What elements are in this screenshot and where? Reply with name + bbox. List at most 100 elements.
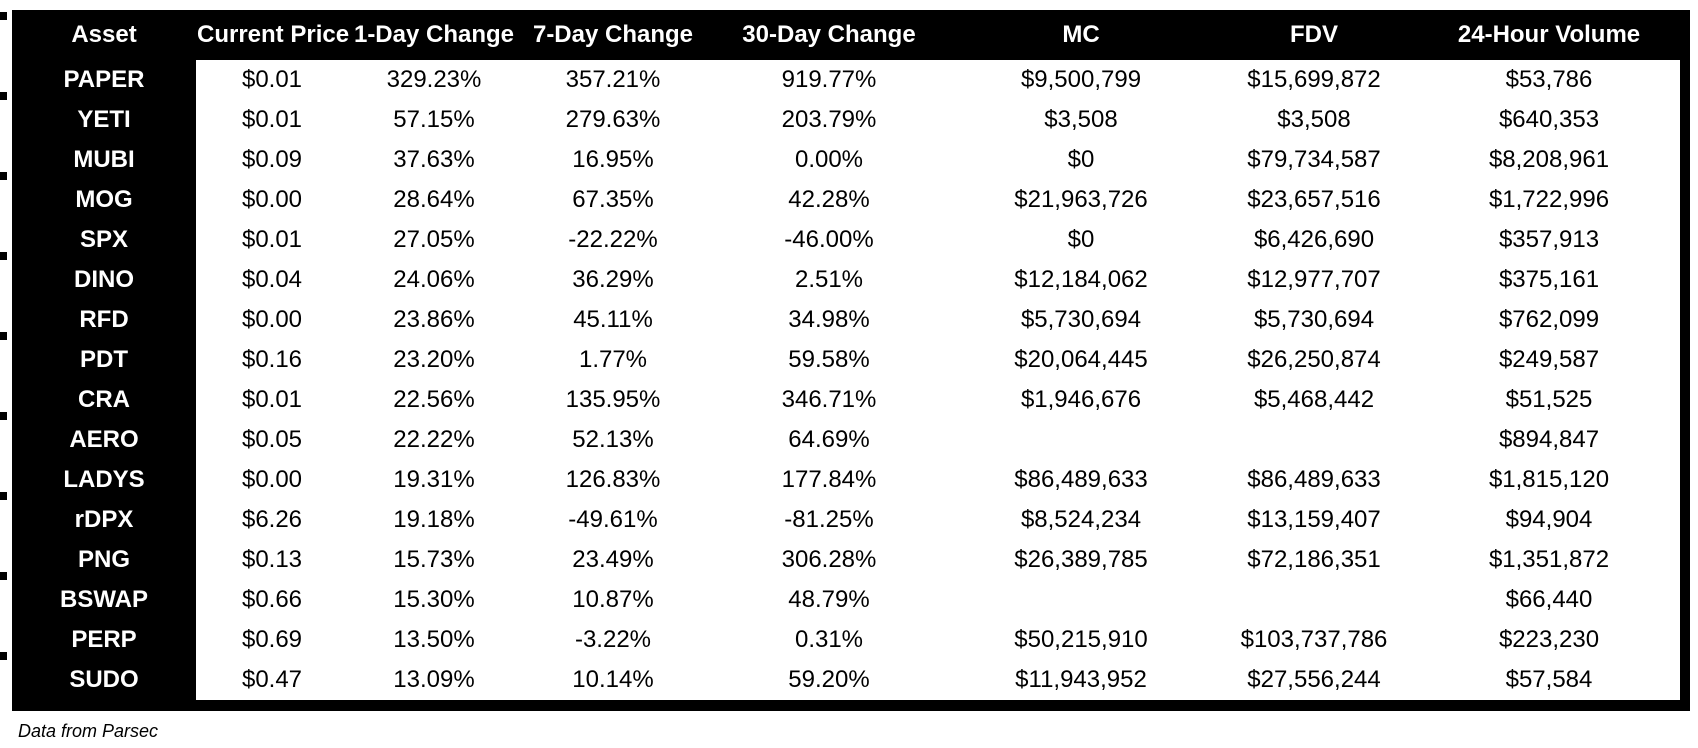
cell-24-hour-volume: $1,722,996 bbox=[1418, 180, 1680, 220]
cell-1-day-change: 23.86% bbox=[348, 300, 520, 340]
cell-current-price: $0.13 bbox=[196, 540, 348, 580]
cell-fdv bbox=[1210, 420, 1418, 460]
table-row: CRA $0.01 22.56% 135.95% 346.71% $1,946,676 $5… bbox=[12, 380, 1680, 420]
cell-24-hour-volume: $640,353 bbox=[1418, 100, 1680, 140]
table-row: DINO $0.04 24.06% 36.29% 2.51% $12,184,062 $12… bbox=[12, 260, 1680, 300]
cell-current-price: $0.00 bbox=[196, 180, 348, 220]
cell-7-day-change: 126.83% bbox=[520, 460, 706, 500]
table-row: rDPX $6.26 19.18% -49.61% -81.25% $8,524,234 $… bbox=[12, 500, 1680, 540]
table-row: SPX $0.01 27.05% -22.22% -46.00% $0 $6,426,690… bbox=[12, 220, 1680, 260]
cell-7-day-change: -3.22% bbox=[520, 620, 706, 660]
cell-fdv: $5,730,694 bbox=[1210, 300, 1418, 340]
cell-1-day-change: 27.05% bbox=[348, 220, 520, 260]
cell-fdv: $5,468,442 bbox=[1210, 380, 1418, 420]
cell-30-day-change: 0.31% bbox=[706, 620, 952, 660]
data-source-note: Data from Parsec bbox=[18, 721, 159, 741]
cell-24-hour-volume: $66,440 bbox=[1418, 580, 1680, 620]
column-header-1-day-change: 1-Day Change bbox=[348, 10, 520, 60]
cell-fdv: $72,186,351 bbox=[1210, 540, 1418, 580]
cell-current-price: $0.09 bbox=[196, 140, 348, 180]
asset-name: MOG bbox=[12, 180, 196, 220]
cell-1-day-change: 15.73% bbox=[348, 540, 520, 580]
asset-name: CRA bbox=[12, 380, 196, 420]
cell-mc: $21,963,726 bbox=[952, 180, 1210, 220]
table-row: LADYS $0.00 19.31% 126.83% 177.84% $86,489,63… bbox=[12, 460, 1680, 500]
cell-24-hour-volume: $223,230 bbox=[1418, 620, 1680, 660]
cell-1-day-change: 23.20% bbox=[348, 340, 520, 380]
cell-mc: $11,943,952 bbox=[952, 660, 1210, 700]
cell-30-day-change: 306.28% bbox=[706, 540, 952, 580]
cell-mc: $5,730,694 bbox=[952, 300, 1210, 340]
cell-1-day-change: 22.56% bbox=[348, 380, 520, 420]
cell-30-day-change: 919.77% bbox=[706, 60, 952, 100]
table-body: PAPER $0.01 329.23% 357.21% 919.77% $9,500,79… bbox=[12, 60, 1680, 700]
cell-1-day-change: 24.06% bbox=[348, 260, 520, 300]
table-row: YETI $0.01 57.15% 279.63% 203.79% $3,508 $3,50… bbox=[12, 100, 1680, 140]
cell-30-day-change: 346.71% bbox=[706, 380, 952, 420]
cell-fdv: $27,556,244 bbox=[1210, 660, 1418, 700]
table-row: PERP $0.69 13.50% -3.22% 0.31% $50,215,910 $10… bbox=[12, 620, 1680, 660]
cell-mc: $50,215,910 bbox=[952, 620, 1210, 660]
cell-mc: $86,489,633 bbox=[952, 460, 1210, 500]
table-row: PDT $0.16 23.20% 1.77% 59.58% $20,064,445 $26,… bbox=[12, 340, 1680, 380]
cell-fdv: $86,489,633 bbox=[1210, 460, 1418, 500]
asset-table-frame: Asset Current Price 1-Day Change 7-Day Chan… bbox=[12, 10, 1690, 711]
cell-1-day-change: 19.18% bbox=[348, 500, 520, 540]
cell-24-hour-volume: $249,587 bbox=[1418, 340, 1680, 380]
cell-1-day-change: 37.63% bbox=[348, 140, 520, 180]
asset-name: MUBI bbox=[12, 140, 196, 180]
cell-current-price: $0.47 bbox=[196, 660, 348, 700]
cell-24-hour-volume: $1,351,872 bbox=[1418, 540, 1680, 580]
cell-24-hour-volume: $894,847 bbox=[1418, 420, 1680, 460]
cell-mc: $12,184,062 bbox=[952, 260, 1210, 300]
cell-mc: $8,524,234 bbox=[952, 500, 1210, 540]
cell-current-price: $0.00 bbox=[196, 300, 348, 340]
cell-fdv: $13,159,407 bbox=[1210, 500, 1418, 540]
cell-24-hour-volume: $57,584 bbox=[1418, 660, 1680, 700]
table-row: MUBI $0.09 37.63% 16.95% 0.00% $0 $79,734,587 $… bbox=[12, 140, 1680, 180]
cell-7-day-change: 10.14% bbox=[520, 660, 706, 700]
cell-fdv: $12,977,707 bbox=[1210, 260, 1418, 300]
cell-current-price: $0.00 bbox=[196, 460, 348, 500]
cell-30-day-change: 0.00% bbox=[706, 140, 952, 180]
asset-name: rDPX bbox=[12, 500, 196, 540]
cell-fdv: $103,737,786 bbox=[1210, 620, 1418, 660]
cell-fdv: $15,699,872 bbox=[1210, 60, 1418, 100]
left-edge-tick-marks bbox=[0, 12, 7, 724]
cell-7-day-change: 279.63% bbox=[520, 100, 706, 140]
column-header-mc: MC bbox=[952, 10, 1210, 60]
cell-30-day-change: 34.98% bbox=[706, 300, 952, 340]
asset-name: LADYS bbox=[12, 460, 196, 500]
cell-7-day-change: 36.29% bbox=[520, 260, 706, 300]
cell-7-day-change: 10.87% bbox=[520, 580, 706, 620]
cell-1-day-change: 22.22% bbox=[348, 420, 520, 460]
cell-current-price: $0.01 bbox=[196, 380, 348, 420]
cell-30-day-change: 2.51% bbox=[706, 260, 952, 300]
cell-mc: $3,508 bbox=[952, 100, 1210, 140]
cell-7-day-change: 16.95% bbox=[520, 140, 706, 180]
column-header-asset: Asset bbox=[12, 10, 196, 60]
cell-24-hour-volume: $357,913 bbox=[1418, 220, 1680, 260]
cell-7-day-change: 135.95% bbox=[520, 380, 706, 420]
table-row: RFD $0.00 23.86% 45.11% 34.98% $5,730,694 $5,7… bbox=[12, 300, 1680, 340]
cell-1-day-change: 329.23% bbox=[348, 60, 520, 100]
cell-24-hour-volume: $762,099 bbox=[1418, 300, 1680, 340]
cell-30-day-change: -81.25% bbox=[706, 500, 952, 540]
column-header-fdv: FDV bbox=[1210, 10, 1418, 60]
cell-mc bbox=[952, 420, 1210, 460]
column-header-7-day-change: 7-Day Change bbox=[520, 10, 706, 60]
cell-30-day-change: 177.84% bbox=[706, 460, 952, 500]
cell-1-day-change: 15.30% bbox=[348, 580, 520, 620]
cell-30-day-change: 64.69% bbox=[706, 420, 952, 460]
cell-mc: $0 bbox=[952, 140, 1210, 180]
cell-30-day-change: 48.79% bbox=[706, 580, 952, 620]
cell-fdv: $3,508 bbox=[1210, 100, 1418, 140]
cell-current-price: $6.26 bbox=[196, 500, 348, 540]
asset-name: SUDO bbox=[12, 660, 196, 700]
table-row: SUDO $0.47 13.09% 10.14% 59.20% $11,943,952 $2… bbox=[12, 660, 1680, 700]
cell-7-day-change: -22.22% bbox=[520, 220, 706, 260]
cell-current-price: $0.01 bbox=[196, 100, 348, 140]
cell-fdv bbox=[1210, 580, 1418, 620]
cell-24-hour-volume: $375,161 bbox=[1418, 260, 1680, 300]
